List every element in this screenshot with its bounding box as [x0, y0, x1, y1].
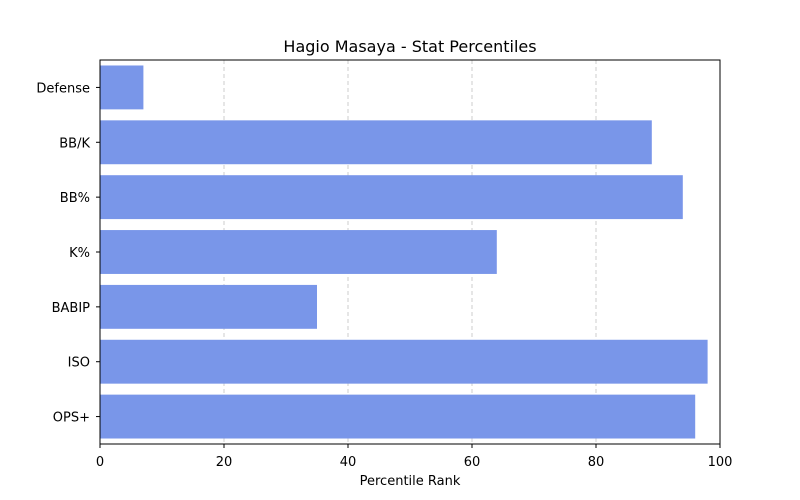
y-tick-label-iso: ISO	[68, 356, 90, 371]
bar-babip	[100, 284, 317, 329]
bar-ops	[100, 394, 696, 439]
bar-k	[100, 230, 497, 274]
bar-defense	[100, 65, 144, 110]
y-tick-label-ops: OPS+	[53, 411, 90, 426]
x-tick-label-40: 40	[340, 455, 357, 470]
bar-bb	[100, 175, 683, 220]
x-tick-label-80: 80	[588, 455, 605, 470]
y-tick-label-defense: Defense	[36, 81, 90, 96]
x-axis-label: Percentile Rank	[360, 474, 461, 489]
bar-iso	[100, 339, 708, 384]
x-tick-label-20: 20	[216, 455, 233, 470]
x-axis-ticks: 0 20 40 60 80 100	[96, 444, 733, 470]
chart-title: Hagio Masaya - Stat Percentiles	[283, 37, 536, 56]
y-tick-label-bb-k: BB/K	[59, 136, 90, 151]
x-tick-label-0: 0	[96, 455, 104, 470]
x-tick-label-100: 100	[708, 455, 733, 470]
y-tick-label-babip: BABIP	[52, 301, 91, 316]
bar-bb-k	[100, 120, 652, 165]
y-tick-label-bb: BB%	[60, 191, 90, 206]
y-axis-ticks: OPS+ ISO BABIP K% BB% BB/K Defense	[36, 81, 100, 426]
y-tick-label-k: K%	[69, 246, 90, 261]
bars	[100, 65, 708, 439]
x-tick-label-60: 60	[464, 455, 481, 470]
